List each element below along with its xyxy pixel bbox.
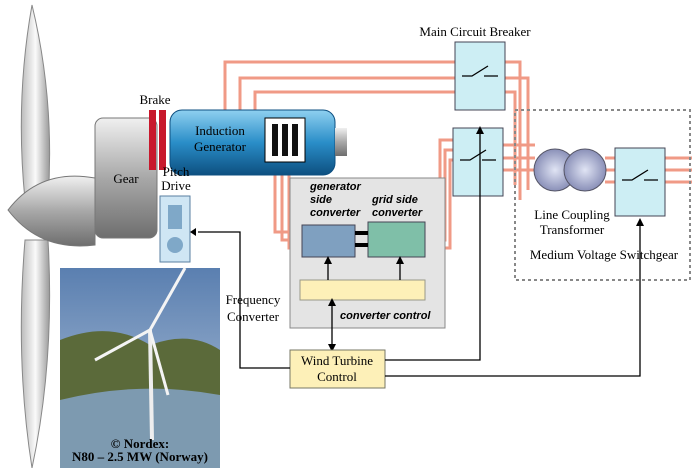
turbine-control-label: Wind Turbine [301, 353, 373, 368]
generator-label: Generator [194, 139, 247, 154]
pitch-label: Drive [161, 178, 191, 193]
switchgear-frame [514, 109, 691, 281]
grid-side-converter [367, 221, 426, 258]
grid-side-label: grid side [371, 194, 418, 206]
transformer-label: Transformer [540, 222, 605, 237]
coils [272, 124, 298, 156]
transformer [563, 148, 607, 192]
turbine-control-label: Control [317, 369, 357, 384]
photo-credit: © Nordex: [111, 436, 169, 451]
turbine-control [289, 349, 386, 389]
gen-side-label: converter [310, 207, 361, 219]
pitch-part [167, 237, 183, 253]
freq-converter-label: Converter [227, 309, 280, 324]
pitch-label: Pitch [163, 164, 190, 179]
pitch-part [168, 205, 182, 229]
converter-control [299, 279, 426, 301]
shaft [335, 128, 347, 156]
brake [159, 110, 166, 170]
switchgear-label: Medium Voltage Switchgear [530, 247, 679, 262]
gen-side-label: generator [309, 181, 361, 193]
converter-control-label: converter control [340, 310, 431, 322]
freq-converter-label: Frequency [226, 292, 281, 307]
grid-side-label: converter [372, 207, 423, 219]
hub [7, 175, 96, 247]
gear-label: Gear [113, 171, 139, 186]
brake [149, 110, 156, 170]
dc-link [355, 231, 368, 235]
photo-credit: N80 – 2.5 MW (Norway) [72, 449, 208, 464]
gen-side-label: side [310, 194, 332, 206]
gen-side-converter [301, 224, 356, 258]
generator-label: Induction [195, 123, 245, 138]
gear [94, 117, 158, 239]
breaker [452, 127, 504, 197]
transformer-label: Line Coupling [534, 207, 610, 222]
photo: © Nordex: N80 – 2.5 MW (Norway) [60, 267, 220, 468]
dc-link [355, 243, 368, 247]
brake-label: Brake [139, 92, 170, 107]
main-breaker-label: Main Circuit Breaker [419, 24, 531, 39]
mv-switch [614, 147, 666, 217]
